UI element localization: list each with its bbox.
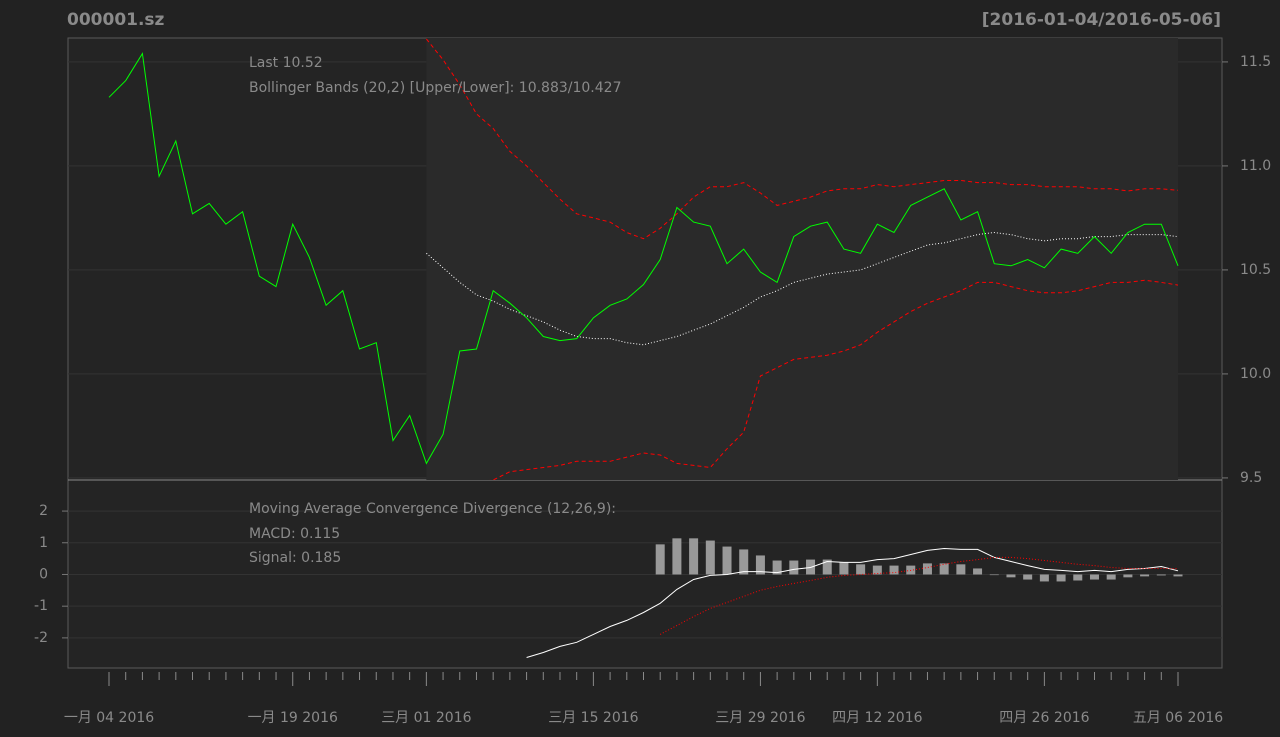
y-tick-label: 11.5 bbox=[1240, 54, 1271, 70]
histogram-bar bbox=[755, 555, 765, 575]
histogram-bar bbox=[1006, 574, 1016, 578]
histogram-bar bbox=[989, 574, 999, 576]
chart-title: 000001.sz bbox=[67, 10, 165, 30]
histogram-bar bbox=[872, 565, 882, 575]
histogram-bar bbox=[705, 540, 715, 575]
y-tick-label: 10.0 bbox=[1240, 366, 1271, 382]
y-tick-label: 0 bbox=[39, 566, 48, 582]
y-tick-label: 10.5 bbox=[1240, 262, 1271, 278]
legend-entry: Last 10.52 bbox=[249, 55, 323, 71]
macd-line bbox=[526, 547, 1179, 658]
histogram-bar bbox=[1156, 574, 1166, 576]
histogram-bar bbox=[1106, 574, 1116, 580]
x-tick-label: 四月 26 2016 bbox=[999, 710, 1089, 726]
series-group bbox=[108, 38, 1179, 480]
x-tick-label: 五月 06 2016 bbox=[1133, 710, 1223, 726]
x-tick-label: 三月 15 2016 bbox=[548, 710, 638, 726]
x-tick-label: 三月 29 2016 bbox=[715, 710, 805, 726]
histogram-bar bbox=[922, 563, 932, 575]
histogram-bar bbox=[939, 563, 949, 575]
histogram-bar bbox=[1173, 574, 1183, 577]
histogram-bar bbox=[672, 538, 682, 575]
histogram-bar bbox=[1039, 574, 1049, 582]
layer: 9.5 10.0 10.5 11.0 11.5 Last 10.52 Bollinger B… bbox=[34, 38, 1271, 726]
band-upper bbox=[426, 38, 1179, 240]
histogram-bar bbox=[722, 546, 732, 575]
histogram-bar bbox=[1073, 574, 1083, 581]
histogram-bar bbox=[1089, 574, 1099, 580]
histogram-bar bbox=[1140, 574, 1150, 577]
legend-entry: MACD: 0.115 bbox=[249, 526, 340, 542]
histogram-bar bbox=[856, 564, 866, 575]
histogram-bar bbox=[956, 564, 966, 575]
histogram-bar bbox=[739, 549, 749, 575]
y-tick-label: 1 bbox=[39, 535, 48, 551]
histogram-bar bbox=[1123, 574, 1133, 578]
histogram-bar bbox=[839, 562, 849, 575]
histogram-bar bbox=[1023, 574, 1033, 580]
x-tick-label: 四月 12 2016 bbox=[832, 710, 922, 726]
y-tick-label: -1 bbox=[34, 598, 48, 614]
legend-entry: Bollinger Bands (20,2) [Upper/Lower]: 10… bbox=[249, 80, 621, 96]
histogram-bar bbox=[1056, 574, 1066, 582]
x-tick-label: 一月 04 2016 bbox=[64, 710, 154, 726]
band-region bbox=[426, 38, 1178, 480]
series-group bbox=[526, 538, 1183, 658]
date-range: [2016-01-04/2016-05-06] bbox=[982, 10, 1221, 30]
x-tick-label: 一月 19 2016 bbox=[248, 710, 338, 726]
histogram-bar bbox=[973, 568, 983, 575]
histogram-bar bbox=[789, 560, 799, 575]
y-tick-label: 9.5 bbox=[1240, 470, 1262, 486]
legend-entry: Signal: 0.185 bbox=[249, 550, 341, 566]
histogram-bar bbox=[822, 559, 832, 575]
histogram-bar bbox=[689, 538, 699, 575]
histogram-bar bbox=[772, 560, 782, 575]
histogram-bar bbox=[889, 565, 899, 575]
macd-line bbox=[659, 556, 1179, 635]
histogram-bar bbox=[655, 544, 665, 575]
y-tick-label: 2 bbox=[39, 503, 48, 519]
band-lower bbox=[489, 279, 1179, 480]
y-tick-label: -2 bbox=[34, 630, 48, 646]
indicator-title: Moving Average Convergence Divergence (1… bbox=[249, 501, 616, 517]
x-tick-label: 三月 01 2016 bbox=[381, 710, 471, 726]
price-line bbox=[108, 52, 1179, 465]
y-tick-label: 11.0 bbox=[1240, 158, 1271, 174]
